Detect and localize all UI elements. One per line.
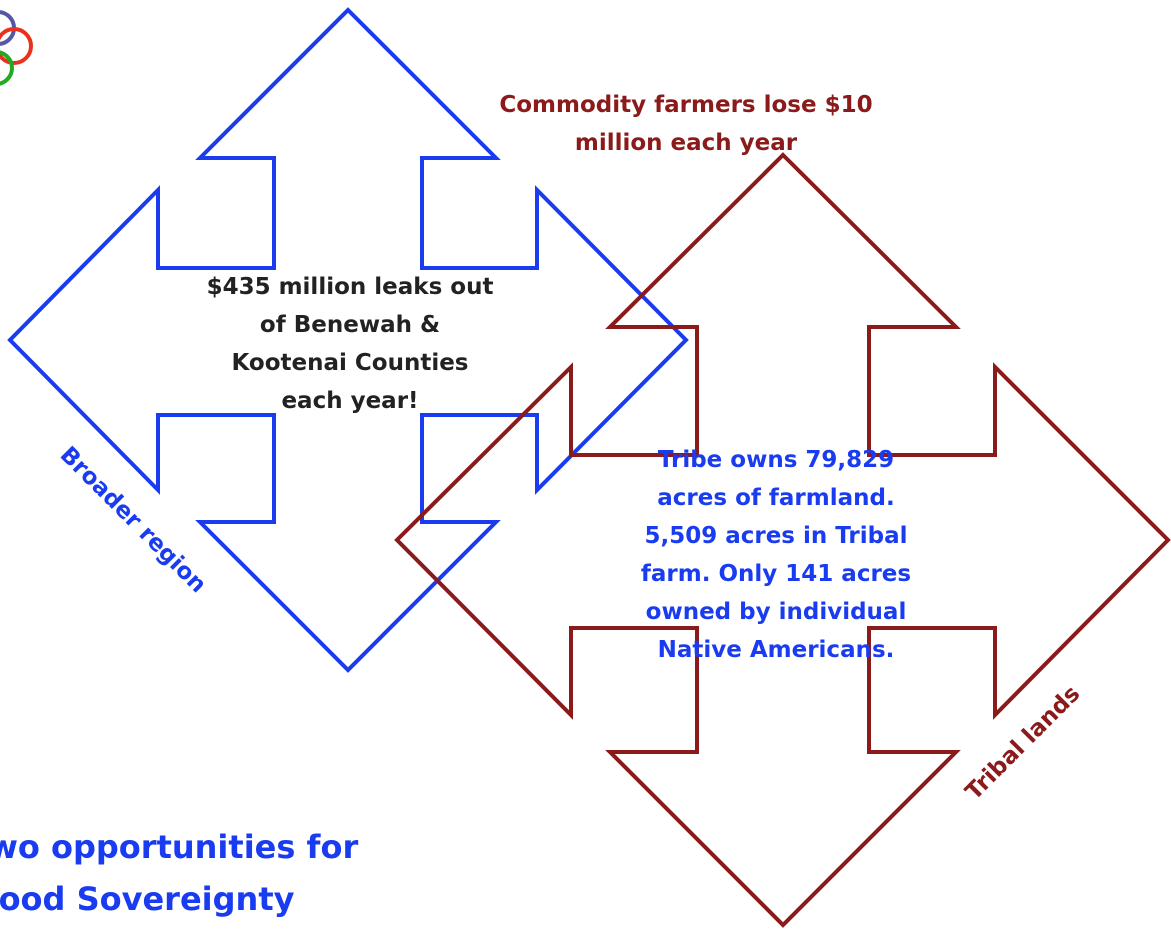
tribe-line: Native Americans. bbox=[658, 637, 895, 663]
tribal-lands-label: Tribal lands bbox=[961, 681, 1086, 806]
leak-line: each year! bbox=[281, 388, 418, 414]
commodity-line: Commodity farmers lose $10 bbox=[499, 92, 872, 118]
logo bbox=[0, 10, 33, 86]
tribe-line: owned by individual bbox=[646, 599, 907, 625]
tribal-lands-arrow bbox=[394, 152, 1171, 928]
leak-line: of Benewah & bbox=[260, 312, 440, 338]
commodity-line: million each year bbox=[575, 130, 798, 156]
tribe-line: acres of farmland. bbox=[657, 485, 894, 511]
tribe-line: 5,509 acres in Tribal bbox=[644, 523, 907, 549]
tribe-line: Tribe owns 79,829 bbox=[658, 447, 894, 473]
tribe-line: farm. Only 141 acres bbox=[641, 561, 911, 587]
footer-line: Two opportunities for bbox=[0, 828, 358, 866]
broader-region-arrow bbox=[7, 7, 689, 673]
leak-line: Kootenai Counties bbox=[232, 350, 469, 376]
footer-line: Food Sovereignty bbox=[0, 880, 295, 918]
leak-line: $435 million leaks out bbox=[207, 274, 494, 300]
